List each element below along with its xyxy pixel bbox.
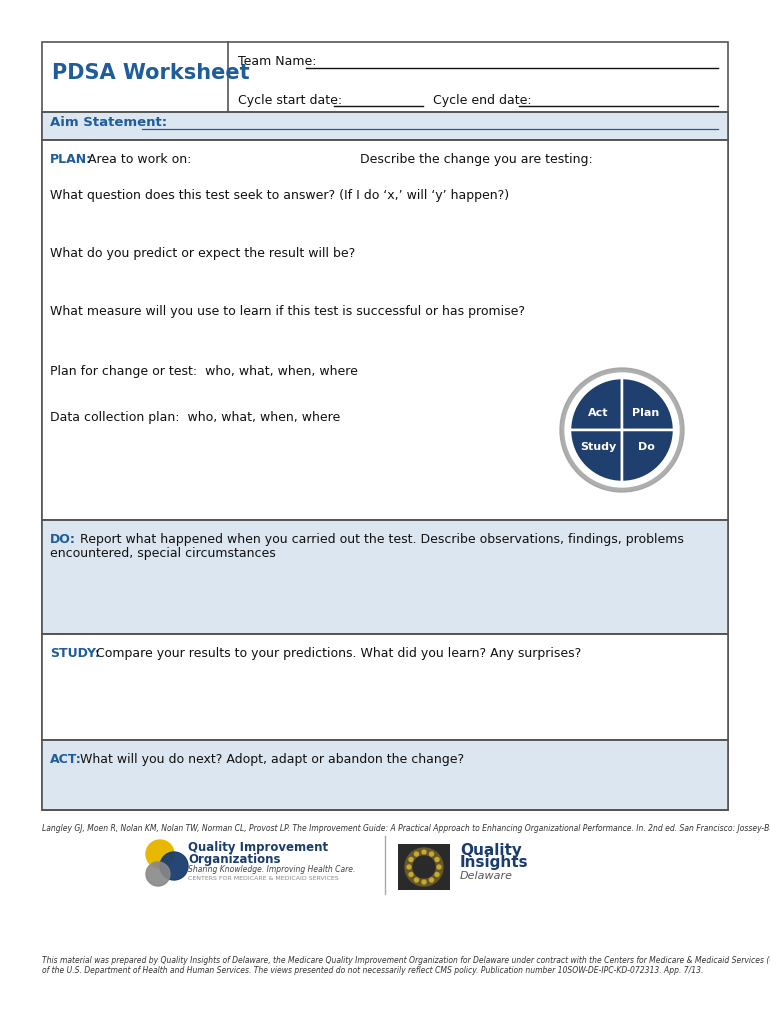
Text: DO:: DO: — [50, 534, 76, 546]
FancyBboxPatch shape — [398, 844, 450, 890]
Text: Team Name:: Team Name: — [238, 55, 324, 68]
Text: Insights: Insights — [460, 855, 529, 870]
Text: Plan: Plan — [632, 409, 660, 418]
Circle shape — [160, 852, 188, 880]
FancyBboxPatch shape — [42, 140, 728, 520]
Circle shape — [407, 865, 411, 869]
Text: Delaware: Delaware — [460, 871, 513, 881]
FancyBboxPatch shape — [42, 112, 728, 140]
Text: What measure will you use to learn if this test is successful or has promise?: What measure will you use to learn if th… — [50, 305, 525, 318]
Text: Compare your results to your predictions. What did you learn? Any surprises?: Compare your results to your predictions… — [96, 647, 581, 660]
Text: Plan for change or test:  who, what, when, where: Plan for change or test: who, what, when… — [50, 365, 358, 378]
Text: What do you predict or expect the result will be?: What do you predict or expect the result… — [50, 247, 355, 260]
FancyBboxPatch shape — [42, 42, 728, 810]
Circle shape — [146, 862, 170, 886]
Wedge shape — [622, 378, 674, 430]
Text: Organizations: Organizations — [188, 853, 280, 865]
Text: What question does this test seek to answer? (If I do ‘x,’ will ‘y’ happen?): What question does this test seek to ans… — [50, 189, 509, 202]
Text: Sharing Knowledge. Improving Health Care.: Sharing Knowledge. Improving Health Care… — [188, 864, 356, 873]
Text: PLAN:: PLAN: — [50, 153, 92, 166]
Text: Do: Do — [638, 441, 654, 452]
Text: Data collection plan:  who, what, when, where: Data collection plan: who, what, when, w… — [50, 411, 340, 424]
Circle shape — [565, 373, 679, 487]
Circle shape — [560, 368, 684, 492]
Wedge shape — [622, 430, 674, 482]
Text: What will you do next? Adopt, adapt or abandon the change?: What will you do next? Adopt, adapt or a… — [80, 753, 464, 766]
Text: This material was prepared by Quality Insights of Delaware, the Medicare Quality: This material was prepared by Quality In… — [42, 956, 770, 976]
Circle shape — [422, 850, 426, 854]
FancyBboxPatch shape — [42, 520, 728, 634]
Text: Act: Act — [588, 409, 608, 418]
Circle shape — [409, 872, 413, 877]
Text: Aim Statement:: Aim Statement: — [50, 116, 167, 128]
Text: Describe the change you are testing:: Describe the change you are testing: — [360, 153, 593, 166]
Text: Quality Improvement: Quality Improvement — [188, 842, 328, 854]
Text: ACT:: ACT: — [50, 753, 82, 766]
Text: Area to work on:: Area to work on: — [88, 153, 192, 166]
Text: STUDY:: STUDY: — [50, 647, 100, 660]
Wedge shape — [570, 430, 622, 482]
Circle shape — [422, 880, 426, 884]
Text: Quality: Quality — [460, 843, 522, 857]
Text: Study: Study — [580, 441, 616, 452]
Circle shape — [430, 878, 434, 882]
Circle shape — [435, 857, 439, 861]
Wedge shape — [570, 378, 622, 430]
Text: Cycle start date:: Cycle start date: — [238, 94, 350, 106]
Circle shape — [430, 852, 434, 856]
Text: Langley GJ, Moen R, Nolan KM, Nolan TW, Norman CL, Provost LP. The Improvement G: Langley GJ, Moen R, Nolan KM, Nolan TW, … — [42, 824, 770, 833]
Text: CENTERS FOR MEDICARE & MEDICAID SERVICES: CENTERS FOR MEDICARE & MEDICAID SERVICES — [188, 876, 339, 881]
FancyBboxPatch shape — [42, 634, 728, 740]
Circle shape — [146, 840, 174, 868]
Circle shape — [437, 865, 441, 869]
Circle shape — [413, 856, 435, 878]
Circle shape — [409, 857, 413, 861]
Circle shape — [435, 872, 439, 877]
Circle shape — [414, 852, 419, 856]
Text: encountered, special circumstances: encountered, special circumstances — [50, 547, 276, 560]
FancyBboxPatch shape — [42, 740, 728, 810]
Text: Cycle end date:: Cycle end date: — [433, 94, 540, 106]
Text: Report what happened when you carried out the test. Describe observations, findi: Report what happened when you carried ou… — [80, 534, 684, 546]
Circle shape — [414, 878, 419, 882]
Circle shape — [405, 848, 443, 886]
Text: PDSA Worksheet: PDSA Worksheet — [52, 63, 249, 83]
